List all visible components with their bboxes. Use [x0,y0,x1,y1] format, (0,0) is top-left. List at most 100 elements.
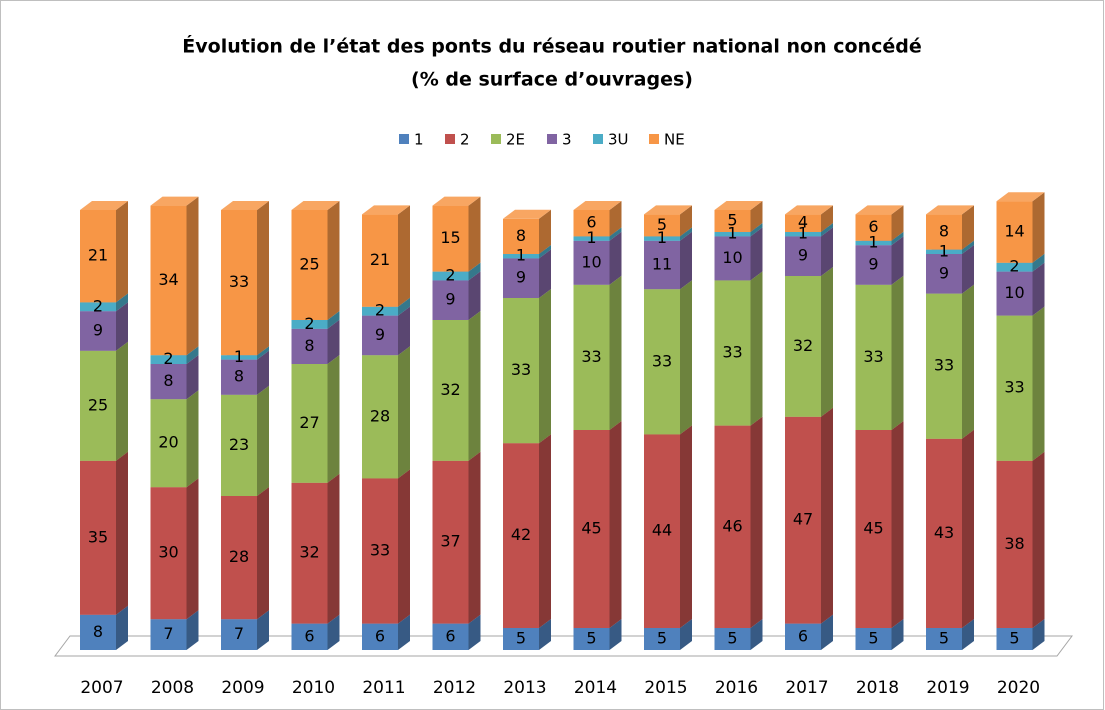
bar [926,254,962,294]
bar-side [680,425,692,628]
bar [291,210,328,320]
data-label: 33 [581,347,601,366]
bar-side [750,223,763,237]
bar-side [609,201,622,237]
x-tick-label: 2020 [997,678,1040,698]
data-label: 7 [163,624,173,643]
data-label: 1 [798,224,808,243]
floor [54,635,1073,657]
bar-side [750,416,763,628]
data-label: 6 [375,626,385,645]
bar-side [680,619,692,650]
legend-swatch [649,134,659,144]
bar-top [926,205,974,215]
chart-subtitle: (% de surface d’ouvrages) [411,69,693,91]
data-label: 6 [586,213,596,232]
bar-side [962,429,974,628]
bar-side [891,421,904,628]
bar-side [962,284,974,439]
bar-side [680,227,692,241]
bar [714,425,751,628]
bar-side [468,311,481,461]
data-label: 9 [868,255,878,274]
bar-side [257,610,269,650]
data-label: 8 [516,226,526,245]
data-label: 6 [868,217,878,236]
bar-side [821,227,833,276]
legend-label: 1 [414,131,424,149]
bar [926,628,962,650]
bar [785,276,821,417]
bar-side [257,201,269,356]
data-label: 33 [511,360,531,379]
bar [362,623,398,650]
bar-top [714,201,763,210]
bar-side [116,451,128,615]
data-label: 33 [863,347,883,366]
bar [150,364,187,400]
bar [291,320,328,329]
data-label: 6 [304,626,314,645]
data-label: 35 [88,527,108,546]
data-label: 32 [793,336,813,355]
bar-side [750,227,763,281]
data-label: 2 [375,301,385,320]
bar [644,628,680,650]
bar-side [539,619,551,650]
bar [996,315,1033,461]
bar-side [398,346,410,479]
bar [714,232,751,237]
data-label: 34 [158,270,178,289]
x-tick-label: 2015 [644,678,687,698]
bar-side [962,205,974,250]
bar-side [821,267,833,417]
bar-top [996,192,1045,202]
bar-side [186,346,199,364]
data-label: 6 [445,626,455,645]
bar [150,619,187,650]
bar [644,240,680,290]
bar-side [680,231,692,290]
bar [150,399,187,488]
bar-side [468,451,481,624]
data-label: 37 [440,532,460,551]
bar [785,214,821,232]
data-label: 46 [722,516,742,535]
bar [362,306,398,316]
bar [221,394,257,496]
bar-top [573,201,622,210]
bar-side [891,275,904,430]
legend-swatch [547,134,557,144]
bar [291,328,328,364]
bar-side [962,619,974,650]
data-label: 20 [158,433,178,452]
bar-side [962,245,974,294]
data-label: 10 [722,248,742,267]
data-label: 5 [939,629,949,648]
bar [714,280,751,426]
bar-side [609,231,622,285]
data-label: 10 [1004,283,1024,302]
bar-side [327,319,340,364]
bar [855,628,892,650]
bar [503,443,539,628]
data-label: 7 [234,624,244,643]
bar-side [1032,262,1045,316]
bar-side [116,293,128,312]
bar-side [891,236,904,285]
data-label: 5 [727,211,737,230]
bar-side [1032,192,1045,263]
bar-side [468,262,481,281]
data-label: 1 [939,241,949,260]
x-tick-label: 2014 [574,678,617,698]
data-label: 9 [445,290,455,309]
data-label: 28 [229,547,249,566]
data-label: 42 [511,525,531,544]
legend-label: 2E [506,131,525,149]
bar [150,487,187,620]
bar-side [468,196,481,272]
bar-side [680,280,692,435]
data-label: 8 [304,336,314,355]
bar-side [257,350,269,395]
